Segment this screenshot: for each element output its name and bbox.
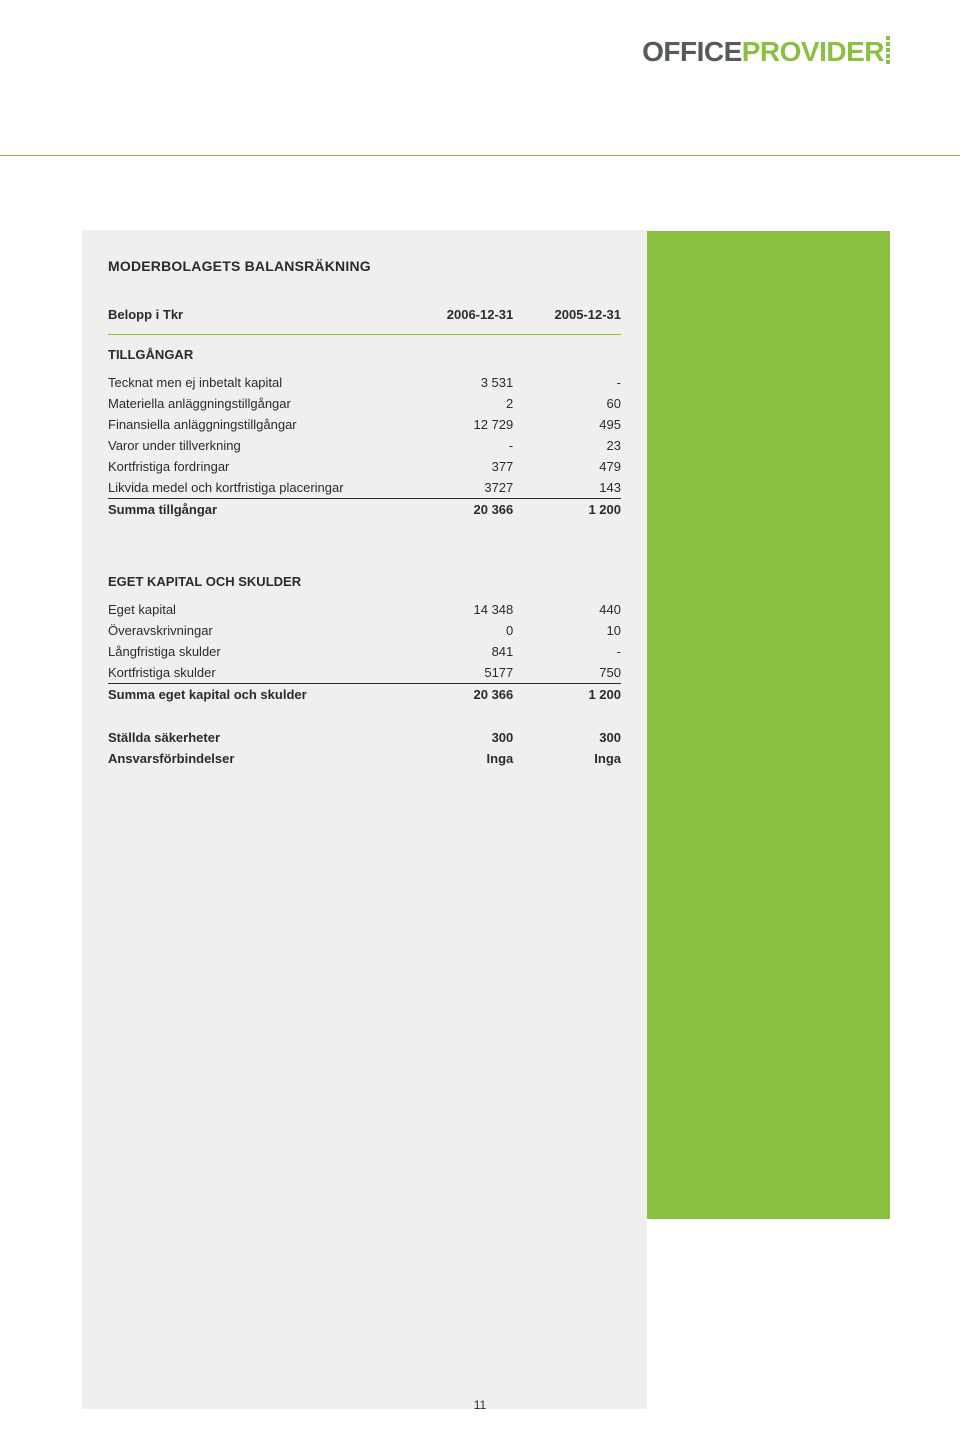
assets-sum-row: Summa tillgångar 20 366 1 200 [108, 499, 621, 521]
row-v2: 60 [513, 393, 621, 414]
row-v1: 3 531 [406, 372, 514, 393]
row-label: Kortfristiga skulder [108, 662, 406, 684]
row-label: Ställda säkerheter [108, 727, 406, 748]
row-label: Finansiella anläggningstillgångar [108, 414, 406, 435]
top-divider [0, 155, 960, 156]
header-col2: 2005-12-31 [513, 304, 621, 328]
table-row: Kortfristiga skulder 5177 750 [108, 662, 621, 684]
brand-word-provider: PROVIDER [742, 36, 884, 68]
row-label: Ansvarsförbindelser [108, 748, 406, 769]
row-v2: 23 [513, 435, 621, 456]
brand-dots-icon [886, 35, 890, 65]
row-label: Likvida medel och kortfristiga placering… [108, 477, 406, 499]
sum-v2: 1 200 [513, 684, 621, 706]
row-v1: 300 [406, 727, 514, 748]
sum-label: Summa tillgångar [108, 499, 406, 521]
sum-label: Summa eget kapital och skulder [108, 684, 406, 706]
row-v1: 5177 [406, 662, 514, 684]
row-label: Eget kapital [108, 599, 406, 620]
row-v1: 0 [406, 620, 514, 641]
row-v2: 750 [513, 662, 621, 684]
spacer [108, 520, 621, 562]
equity-sum-row: Summa eget kapital och skulder 20 366 1 … [108, 684, 621, 706]
row-v1: - [406, 435, 514, 456]
sum-v1: 20 366 [406, 499, 514, 521]
row-v1: Inga [406, 748, 514, 769]
table-row: Långfristiga skulder 841 - [108, 641, 621, 662]
row-v2: 143 [513, 477, 621, 499]
row-v2: - [513, 641, 621, 662]
equity-section-row: EGET KAPITAL OCH SKULDER [108, 562, 621, 599]
row-v2: - [513, 372, 621, 393]
equity-section-label: EGET KAPITAL OCH SKULDER [108, 562, 621, 599]
sidebar-accent-block [647, 231, 890, 1219]
row-v1: 377 [406, 456, 514, 477]
row-v2: 10 [513, 620, 621, 641]
balance-sheet-panel: MODERBOLAGETS BALANSRÄKNING Belopp i Tkr… [82, 230, 647, 1409]
assets-section-label: TILLGÅNGAR [108, 335, 621, 373]
row-v1: 2 [406, 393, 514, 414]
row-v1: 841 [406, 641, 514, 662]
contingent-row: Ansvarsförbindelser Inga Inga [108, 748, 621, 769]
page: OFFICEPROVIDER MODERBOLAGETS BALANSRÄKNI… [0, 0, 960, 1446]
row-label: Överavskrivningar [108, 620, 406, 641]
pledged-row: Ställda säkerheter 300 300 [108, 727, 621, 748]
row-v1: 12 729 [406, 414, 514, 435]
table-row: Finansiella anläggningstillgångar 12 729… [108, 414, 621, 435]
table-header-row: Belopp i Tkr 2006-12-31 2005-12-31 [108, 304, 621, 328]
row-v2: 440 [513, 599, 621, 620]
row-label: Kortfristiga fordringar [108, 456, 406, 477]
balance-table: Belopp i Tkr 2006-12-31 2005-12-31 TILLG… [108, 304, 621, 769]
row-label: Långfristiga skulder [108, 641, 406, 662]
brand-logo: OFFICEPROVIDER [642, 36, 890, 68]
header-label: Belopp i Tkr [108, 304, 406, 328]
brand-word-office: OFFICE [642, 36, 742, 68]
header-col1: 2006-12-31 [406, 304, 514, 328]
page-number: 11 [0, 1398, 960, 1412]
row-v2: 300 [513, 727, 621, 748]
table-row: Kortfristiga fordringar 377 479 [108, 456, 621, 477]
row-v2: 495 [513, 414, 621, 435]
spacer [108, 705, 621, 727]
panel-title: MODERBOLAGETS BALANSRÄKNING [108, 258, 621, 274]
table-row: Överavskrivningar 0 10 [108, 620, 621, 641]
sum-v2: 1 200 [513, 499, 621, 521]
row-v1: 3727 [406, 477, 514, 499]
table-row: Varor under tillverkning - 23 [108, 435, 621, 456]
table-row: Tecknat men ej inbetalt kapital 3 531 - [108, 372, 621, 393]
row-label: Varor under tillverkning [108, 435, 406, 456]
row-v1: 14 348 [406, 599, 514, 620]
table-row: Materiella anläggningstillgångar 2 60 [108, 393, 621, 414]
table-row: Likvida medel och kortfristiga placering… [108, 477, 621, 499]
row-label: Tecknat men ej inbetalt kapital [108, 372, 406, 393]
row-label: Materiella anläggningstillgångar [108, 393, 406, 414]
table-row: Eget kapital 14 348 440 [108, 599, 621, 620]
assets-section-row: TILLGÅNGAR [108, 335, 621, 373]
sum-v1: 20 366 [406, 684, 514, 706]
row-v2: Inga [513, 748, 621, 769]
row-v2: 479 [513, 456, 621, 477]
